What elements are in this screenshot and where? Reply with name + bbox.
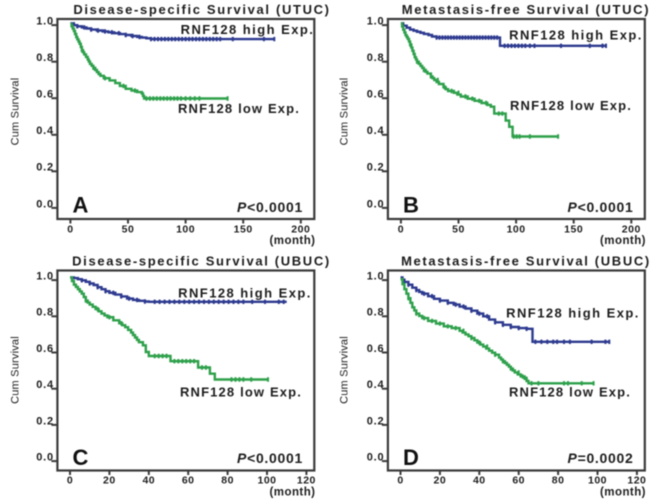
svg-text:0.0: 0.0	[367, 198, 385, 210]
svg-text:Cum Survival: Cum Survival	[9, 336, 21, 404]
svg-text:120: 120	[627, 475, 646, 487]
svg-text:0.6: 0.6	[36, 89, 54, 101]
svg-text:20: 20	[103, 475, 116, 487]
svg-text:RNF128 low Exp.: RNF128 low Exp.	[509, 385, 631, 400]
svg-text:1.0: 1.0	[36, 271, 54, 283]
svg-text:0.4: 0.4	[367, 379, 385, 391]
svg-text:(month): (month)	[600, 486, 646, 498]
svg-text:Metastasis-free Survival (UBUC: Metastasis-free Survival (UBUC)	[401, 253, 651, 268]
svg-text:RNF128 low Exp.: RNF128 low Exp.	[510, 98, 632, 113]
svg-text:Cum Survival: Cum Survival	[338, 336, 350, 404]
svg-text:1.0: 1.0	[36, 16, 54, 28]
svg-text:P<0.0001: P<0.0001	[237, 199, 303, 215]
svg-text:40: 40	[473, 475, 486, 487]
svg-text:0.8: 0.8	[36, 52, 54, 64]
svg-text:P=0.0002: P=0.0002	[568, 450, 634, 466]
svg-text:40: 40	[142, 475, 155, 487]
svg-text:0.4: 0.4	[367, 125, 385, 137]
svg-text:RNF128 high Exp.: RNF128 high Exp.	[506, 306, 640, 321]
svg-text:RNF128 low Exp.: RNF128 low Exp.	[178, 101, 300, 116]
svg-text:Cum Survival: Cum Survival	[9, 78, 21, 146]
svg-text:120: 120	[297, 475, 316, 487]
svg-text:80: 80	[552, 475, 565, 487]
svg-text:0.0: 0.0	[367, 452, 385, 464]
svg-text:0.2: 0.2	[36, 415, 54, 427]
svg-text:RNF128 high Exp.: RNF128 high Exp.	[181, 22, 315, 37]
svg-text:200: 200	[622, 224, 641, 236]
svg-text:D: D	[403, 445, 419, 470]
svg-text:0.8: 0.8	[367, 52, 385, 64]
svg-text:50: 50	[122, 224, 135, 236]
svg-text:RNF128 high Exp.: RNF128 high Exp.	[178, 286, 312, 301]
svg-text:60: 60	[182, 475, 195, 487]
svg-text:Metastasis-free Survival (UTUC: Metastasis-free Survival (UTUC)	[402, 2, 650, 17]
svg-text:0: 0	[67, 475, 73, 487]
svg-text:0: 0	[67, 224, 73, 236]
svg-text:50: 50	[452, 224, 465, 236]
svg-text:0.6: 0.6	[36, 343, 54, 355]
svg-text:0.2: 0.2	[36, 162, 54, 174]
svg-text:P<0.0001: P<0.0001	[237, 450, 303, 466]
svg-text:100: 100	[507, 224, 526, 236]
svg-text:80: 80	[221, 475, 234, 487]
svg-text:0.0: 0.0	[36, 198, 54, 210]
svg-text:(month): (month)	[600, 235, 646, 247]
svg-text:200: 200	[291, 224, 310, 236]
svg-text:0.8: 0.8	[36, 307, 54, 319]
svg-text:(month): (month)	[270, 486, 316, 498]
svg-text:RNF128 low Exp.: RNF128 low Exp.	[180, 385, 302, 400]
svg-text:0.2: 0.2	[367, 162, 385, 174]
svg-text:(month): (month)	[270, 235, 316, 247]
svg-text:0.4: 0.4	[36, 379, 54, 391]
svg-text:0.2: 0.2	[367, 415, 385, 427]
svg-text:1.0: 1.0	[367, 271, 385, 283]
svg-text:1.0: 1.0	[367, 16, 385, 28]
svg-text:0.6: 0.6	[367, 343, 385, 355]
svg-text:C: C	[73, 445, 89, 470]
svg-text:20: 20	[434, 475, 447, 487]
svg-text:Disease-specific Survival (UTU: Disease-specific Survival (UTUC)	[73, 2, 330, 17]
svg-text:0.6: 0.6	[367, 89, 385, 101]
svg-text:0.8: 0.8	[367, 307, 385, 319]
svg-text:B: B	[403, 192, 419, 217]
svg-text:RNF128 high Exp.: RNF128 high Exp.	[509, 28, 643, 43]
svg-text:100: 100	[257, 475, 276, 487]
svg-text:100: 100	[176, 224, 195, 236]
svg-text:0.0: 0.0	[36, 452, 54, 464]
svg-text:A: A	[73, 192, 89, 217]
svg-text:60: 60	[512, 475, 525, 487]
svg-text:P<0.0001: P<0.0001	[568, 199, 634, 215]
svg-text:Disease-specific Survival (UBU: Disease-specific Survival (UBUC)	[72, 253, 331, 268]
svg-text:0.4: 0.4	[36, 125, 54, 137]
svg-text:Cum Survival: Cum Survival	[338, 78, 350, 146]
svg-text:0: 0	[397, 475, 403, 487]
svg-text:150: 150	[564, 224, 583, 236]
svg-text:0: 0	[398, 224, 404, 236]
svg-text:100: 100	[588, 475, 607, 487]
svg-text:150: 150	[234, 224, 253, 236]
